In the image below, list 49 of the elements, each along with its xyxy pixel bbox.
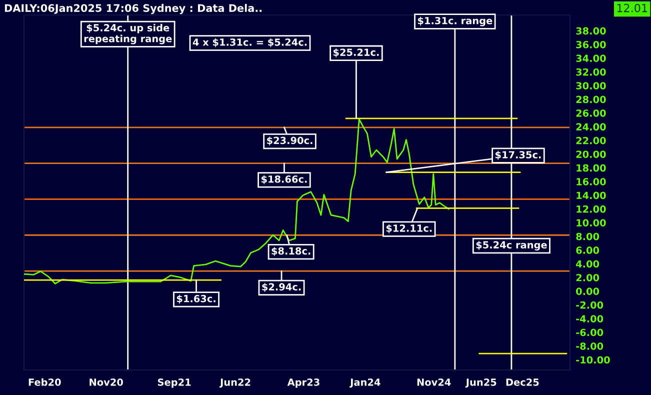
y-tick-label: 36.00 [576, 40, 606, 48]
annotation: $12.11c. [386, 224, 432, 234]
y-tick-label: -4.00 [576, 315, 604, 322]
x-tick-label: Sep21 [158, 378, 191, 388]
y-tick-label: 0.00 [576, 288, 600, 296]
x-tick-label: Dec25 [506, 378, 539, 386]
y-tick-label: 32.00 [576, 68, 606, 76]
y-tick-label: 20.00 [576, 150, 606, 158]
x-tick-label: Feb20 [28, 378, 61, 386]
y-tick-label: 10.00 [576, 219, 606, 226]
annotation: $25.21c. [333, 48, 379, 58]
y-tick-label: 28.00 [576, 96, 606, 104]
y-tick-label: 30.00 [576, 82, 606, 90]
y-tick-label: -8.00 [576, 342, 604, 350]
y-tick-label: 18.00 [576, 164, 606, 172]
y-tick-label: 38.00 [576, 27, 606, 35]
annotation: $8.18c. [272, 247, 310, 256]
x-tick-label: Nov20 [90, 378, 123, 386]
ref-line-label: $5.24c. up side repeating range [84, 24, 172, 44]
y-tick-label: 4.00 [576, 260, 600, 268]
ref-line-label: $5.24c range [476, 241, 547, 250]
text: 12.01 [617, 4, 647, 12]
annotation: $23.90c. [267, 136, 312, 146]
y-tick-label: 8.00 [576, 232, 600, 240]
annotation: 4 x $1.31c. = $5.24c. [192, 38, 307, 48]
y-tick-label: 14.00 [576, 192, 606, 200]
y-tick-label: 26.00 [576, 109, 606, 117]
y-tick-label: -10.00 [576, 356, 610, 364]
y-tick-label: 6.00 [576, 246, 600, 254]
line-series [24, 118, 450, 284]
annotation: $2.94c. [262, 283, 301, 292]
x-tick-label: Jun25 [465, 378, 496, 388]
chart-title: DAILY:06Jan2025 17:06 Sydney : Data Dela.. [4, 4, 262, 14]
annotation: $18.66c. [261, 175, 307, 184]
y-tick-label: 22.00 [576, 136, 606, 144]
annotation: $1.63c. [176, 294, 216, 304]
y-tick-label: -2.00 [576, 301, 604, 309]
y-tick-label: 2.00 [576, 274, 600, 282]
y-tick-label: 12.00 [576, 205, 606, 213]
y-tick-label: 24.00 [576, 123, 606, 131]
x-tick-label: Apr23 [287, 378, 320, 388]
x-tick-label: Nov24 [417, 378, 451, 386]
annotation: $17.35c. [496, 150, 541, 160]
y-tick-label: 34.00 [576, 54, 606, 62]
y-tick-label: -6.00 [576, 328, 604, 336]
x-tick-label: Jun22 [219, 378, 250, 388]
y-tick-label: 16.00 [576, 178, 606, 186]
x-tick-label: Jan24 [350, 378, 380, 388]
ref-line-label: $1.31c. range [418, 16, 492, 26]
